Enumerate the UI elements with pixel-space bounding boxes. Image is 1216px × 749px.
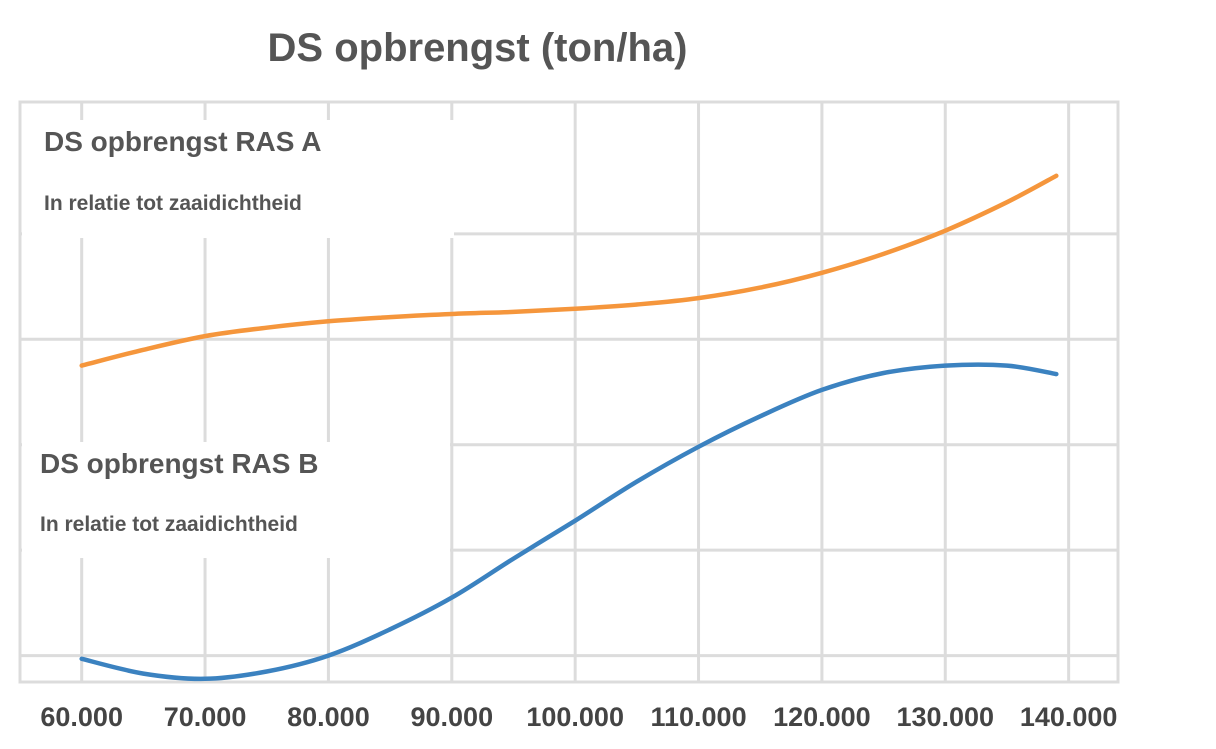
x-tick-label: 120.000 [773, 702, 871, 732]
x-tick-label: 90.000 [411, 702, 494, 732]
x-tick-label: 80.000 [287, 702, 370, 732]
x-tick-label: 70.000 [164, 702, 247, 732]
plot-frame [18, 100, 1120, 684]
series-line-b [79, 362, 1059, 682]
series-lines [79, 173, 1059, 682]
x-tick-label: 60.000 [40, 702, 123, 732]
series-b-subtitle: In relatie tot zaaidichtheid [40, 513, 298, 536]
x-tick-label: 110.000 [650, 702, 746, 732]
series-line-a [79, 173, 1059, 368]
series-b-label: DS opbrengst RAS B [40, 448, 319, 479]
label-box-ras-b [22, 442, 450, 558]
series-a-subtitle: In relatie tot zaaidichtheid [44, 192, 302, 215]
chart-title: DS opbrengst (ton/ha) [267, 26, 688, 70]
x-tick-label: 100.000 [526, 702, 624, 732]
x-axis-ticks: 60.000 70.000 80.000 90.000 100.000 110.000 12… [40, 702, 1117, 732]
label-box-ras-a [22, 120, 454, 238]
x-tick-label: 130.000 [896, 702, 994, 732]
series-a-label: DS opbrengst RAS A [44, 126, 322, 157]
x-tick-label: 140.000 [1020, 702, 1118, 732]
